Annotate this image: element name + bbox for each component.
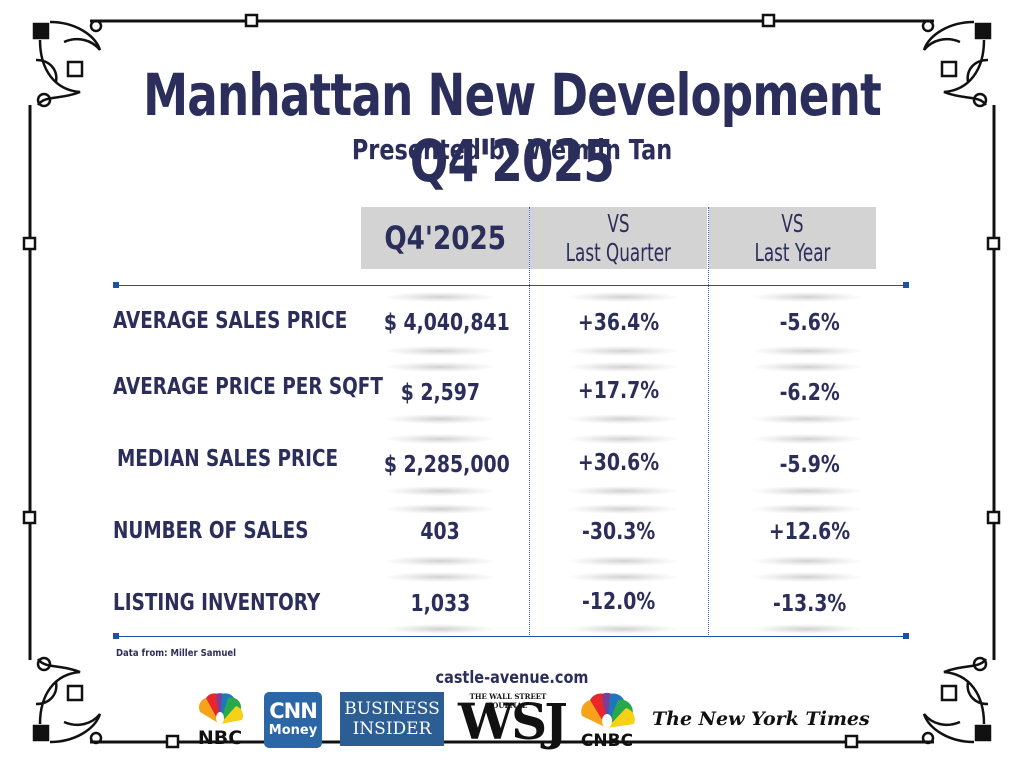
row-shadow [568,414,678,424]
cell-vs-year: -13.3% [773,591,847,617]
cell-vs-quarter: +17.7% [578,378,660,404]
insider-logo-text: INSIDER [352,719,432,739]
row-shadow [568,624,678,634]
row-shadow [568,434,678,444]
row-shadow [752,434,862,444]
row-shadow [568,572,678,582]
cnn-logo-text: CNN [269,699,318,723]
row-shadow [752,572,862,582]
business-logo-text: BUSINESS [344,699,440,719]
row-shadow [752,504,862,514]
row-shadow [752,414,862,424]
row-shadow [385,486,495,496]
row-shadow [385,414,495,424]
table-top-rule [116,285,906,286]
cnbc-logo-text: CNBC [580,731,634,751]
row-label-average-sales-price: AVERAGE SALES PRICE [113,308,348,334]
cell-vs-year: +12.6% [769,519,851,545]
cell-value: 1,033 [410,591,470,617]
row-shadow [752,362,862,372]
row-shadow [385,292,495,302]
page-subtitle: Presented by Weimin Tan [351,133,673,166]
table-bottom-rule [116,636,906,637]
header-last-quarter-label: Last Quarter [565,238,672,267]
row-shadow [752,624,862,634]
row-shadow [385,434,495,444]
column-divider [529,207,530,635]
row-shadow [385,572,495,582]
row-shadow [385,504,495,514]
header-current-quarter: Q4'2025 [361,207,529,269]
cell-value: $ 4,040,841 [383,310,510,336]
row-shadow [568,504,678,514]
header-vs-label: VS [607,209,630,238]
row-shadow [568,346,678,356]
row-label-number-of-sales: NUMBER OF SALES [113,518,309,544]
header-vs-label: VS [781,209,804,238]
row-shadow [752,346,862,356]
nbc-logo-text: NBC [197,727,243,749]
row-label-average-price-per-sqft: AVERAGE PRICE PER SQFT [113,374,383,400]
row-shadow [385,624,495,634]
wsj-logo: WSJ [458,692,568,751]
row-shadow [385,346,495,356]
row-shadow [568,292,678,302]
header-vs-last-year: VS Last Year [709,207,876,269]
row-label-median-sales-price: MEDIAN SALES PRICE [117,446,339,472]
rule-endpoint [113,282,119,288]
nbc-peacock-icon [198,693,244,724]
cell-vs-quarter: -30.3% [582,519,656,545]
cnn-money-logo: CNN Money [264,692,322,748]
row-shadow [752,292,862,302]
cell-vs-quarter: -12.0% [582,589,656,615]
header-vs-last-quarter: VS Last Quarter [530,207,707,269]
rule-endpoint [903,282,909,288]
cell-value: $ 2,597 [400,380,480,406]
website-link[interactable]: castle-avenue.com [435,668,589,688]
row-shadow [752,486,862,496]
row-shadow [385,556,495,566]
cell-value: 403 [420,519,460,545]
page-title: Manhattan New Development Q4'2025 [143,61,882,195]
source-note: Data from: Miller Samuel [116,648,237,659]
row-shadow [568,486,678,496]
cell-vs-quarter: +36.4% [578,310,660,336]
nyt-logo: The New York Times [652,708,870,730]
row-shadow [385,362,495,372]
cell-vs-year: -5.9% [779,452,841,478]
header-last-year-label: Last Year [754,238,831,267]
rule-endpoint [903,633,909,639]
cell-value: $ 2,285,000 [383,452,510,478]
row-shadow [568,362,678,372]
row-shadow [752,556,862,566]
cell-vs-year: -5.6% [779,310,841,336]
cell-vs-quarter: +30.6% [578,450,660,476]
cnbc-peacock-icon [581,692,635,728]
row-label-listing-inventory: LISTING INVENTORY [113,590,321,616]
cell-vs-year: -6.2% [779,380,841,406]
money-logo-text: Money [268,723,318,738]
wsj-masthead-text: THE WALL STREET JOURNAL [469,692,547,710]
row-shadow [568,556,678,566]
business-insider-logo: BUSINESS INSIDER [340,692,444,746]
column-divider [708,207,709,635]
rule-endpoint [113,633,119,639]
